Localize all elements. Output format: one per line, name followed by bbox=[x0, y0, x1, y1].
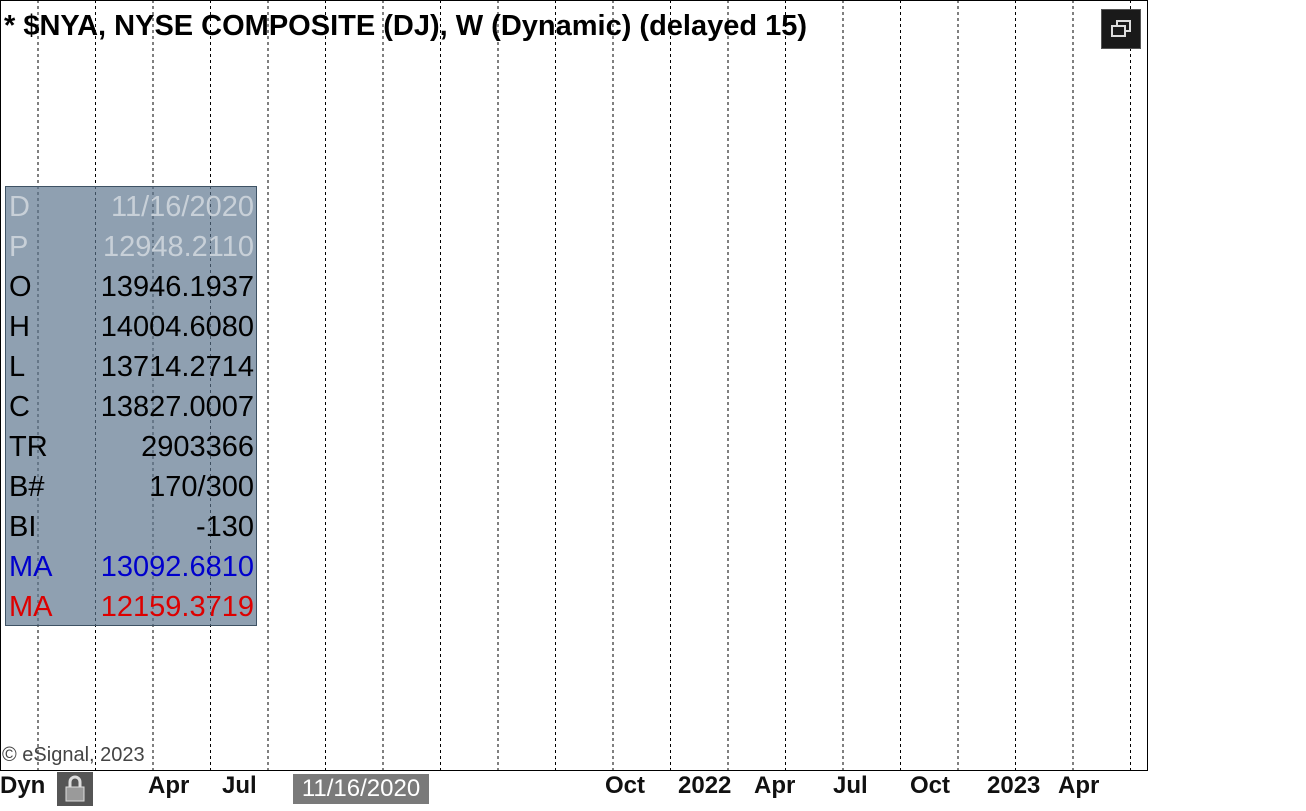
data-window-key: MA bbox=[9, 591, 53, 623]
dyn-label[interactable]: Dyn bbox=[0, 772, 46, 799]
data-window-value: -130 bbox=[195, 511, 254, 543]
copyright-text: © eSignal, 2023 bbox=[2, 744, 145, 766]
cursor-date-tag: 11/16/2020 bbox=[293, 774, 429, 804]
x-tick-label: 2022 bbox=[678, 772, 732, 799]
data-window-value: 2903366 bbox=[141, 431, 254, 463]
x-tick-label: Oct bbox=[605, 772, 646, 799]
x-tick-label: Apr bbox=[754, 772, 796, 799]
data-window-value: 13714.2714 bbox=[100, 351, 254, 383]
data-window-key: D bbox=[9, 191, 30, 223]
data-window-row: BI -130 bbox=[6, 511, 258, 549]
data-window-row: H 14004.6080 bbox=[6, 311, 258, 349]
x-tick-label: Oct bbox=[910, 772, 951, 799]
x-tick-label: 2023 bbox=[987, 772, 1041, 799]
x-tick-label: Apr bbox=[148, 772, 190, 799]
data-window-value: 13946.1937 bbox=[100, 271, 254, 303]
data-window-key: B# bbox=[9, 471, 45, 503]
x-tick-label: Jul bbox=[833, 772, 868, 799]
data-window-row: C 13827.0007 bbox=[6, 391, 258, 429]
data-window-key: P bbox=[9, 231, 29, 263]
data-window-value: 11/16/2020 bbox=[111, 191, 254, 223]
data-window-row: TR 2903366 bbox=[6, 431, 258, 469]
data-window-value: 13092.6810 bbox=[100, 551, 254, 583]
data-window-row: O 13946.1937 bbox=[6, 271, 258, 309]
data-window-value: 13827.0007 bbox=[100, 391, 254, 423]
data-window-key: H bbox=[9, 311, 30, 343]
data-window-row: P 12948.2110 bbox=[6, 231, 258, 269]
data-window-value: 14004.6080 bbox=[100, 311, 254, 343]
data-window-value: 12159.3719 bbox=[100, 591, 254, 623]
data-window-value: 170/300 bbox=[149, 471, 254, 503]
data-window-key: MA bbox=[9, 551, 53, 583]
data-window-row: B# 170/300 bbox=[6, 471, 258, 509]
data-window[interactable]: D 11/16/2020 P 12948.2110 O 13946.1937 H 14004.… bbox=[5, 186, 257, 626]
chart-title: * $NYA, NYSE COMPOSITE (DJ), W (Dynamic)… bbox=[4, 10, 808, 42]
data-window-row: D 11/16/2020 bbox=[6, 191, 258, 229]
data-window-value: 12948.2110 bbox=[102, 231, 254, 263]
data-window-key: BI bbox=[9, 511, 37, 543]
data-window-row: L 13714.2714 bbox=[6, 351, 258, 389]
data-window-row: MA 12159.3719 bbox=[6, 591, 258, 629]
data-window-key: L bbox=[9, 351, 26, 383]
x-tick-label: Jul bbox=[222, 772, 257, 799]
data-window-row: MA 13092.6810 bbox=[6, 551, 258, 589]
data-window-key: C bbox=[9, 391, 30, 423]
data-window-key: TR bbox=[9, 431, 48, 463]
window-restore-icon[interactable] bbox=[1101, 9, 1141, 49]
data-window-key: O bbox=[9, 271, 32, 303]
plot-frame bbox=[0, 0, 1148, 771]
x-tick-label: Apr bbox=[1058, 772, 1100, 799]
lock-icon[interactable] bbox=[57, 772, 93, 806]
